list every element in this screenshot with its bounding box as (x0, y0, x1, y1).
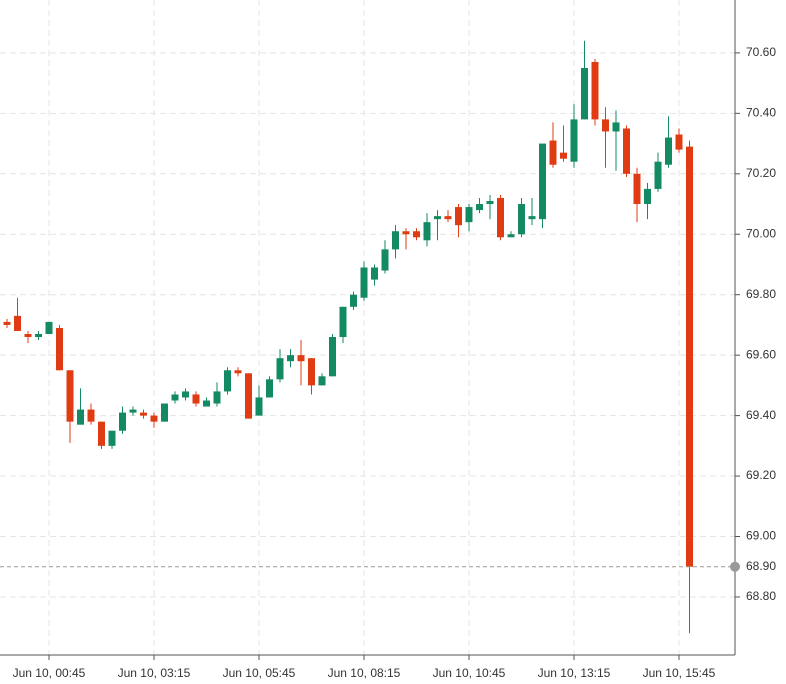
candle-body (98, 421, 105, 446)
x-tick-label: Jun 10, 15:45 (643, 666, 716, 680)
candle-body (213, 391, 221, 404)
candle-body (56, 327, 63, 371)
candle-body (87, 409, 95, 422)
candle-body (150, 415, 158, 422)
candle-body (444, 216, 452, 220)
candle-body (371, 267, 378, 280)
candle-body (675, 134, 683, 150)
candle-body (360, 267, 368, 298)
candle-body (14, 315, 21, 331)
candle-body (318, 376, 326, 386)
candle-body (129, 409, 137, 413)
y-tick-label: 68.80 (746, 589, 776, 603)
candle-body (455, 207, 462, 226)
candle-body (654, 161, 662, 189)
candle-body (35, 333, 42, 338)
candle-body (66, 370, 74, 422)
candle-body (423, 222, 431, 241)
y-tick-label: 69.60 (746, 347, 776, 361)
candle-body (234, 370, 242, 374)
candle-body (581, 68, 588, 120)
candle-body (402, 231, 410, 235)
candle-body (192, 394, 200, 404)
candle-body (255, 397, 263, 416)
y-tick-label: 70.40 (746, 106, 776, 120)
y-tick-label: 69.40 (746, 408, 776, 422)
candle-body (623, 128, 630, 174)
y-tick-label: 69.00 (746, 529, 776, 543)
candle-body (539, 143, 546, 220)
candle-body (633, 173, 641, 205)
last-price-label: 68.90 (746, 559, 776, 573)
candle-body (507, 234, 515, 238)
candle-body (3, 321, 11, 325)
candle-body (497, 197, 504, 238)
candle-body (276, 358, 284, 380)
x-tick-label: Jun 10, 10:45 (433, 666, 506, 680)
y-tick-label: 69.20 (746, 468, 776, 482)
candle-body (45, 321, 53, 334)
x-tick-label: Jun 10, 13:15 (538, 666, 611, 680)
y-tick-label: 70.60 (746, 45, 776, 59)
candle-body (570, 119, 578, 162)
candle-body (24, 333, 32, 338)
x-tick-label: Jun 10, 05:45 (223, 666, 296, 680)
candle-body (602, 119, 609, 132)
candle-body (350, 294, 357, 307)
x-tick-label: Jun 10, 03:15 (118, 666, 191, 680)
candle-body (612, 122, 620, 132)
candle-body (339, 306, 347, 338)
candle-body (518, 204, 525, 235)
candle-body (476, 204, 483, 211)
y-tick-label: 69.80 (746, 287, 776, 301)
candle-body (182, 391, 189, 398)
candle-body (434, 216, 441, 220)
candle-body (392, 231, 399, 250)
candle-body (644, 188, 651, 205)
candle-body (528, 216, 536, 220)
candle-body (413, 231, 420, 238)
candle-body (171, 394, 179, 401)
candle-body (224, 370, 231, 392)
candle-body (161, 403, 168, 422)
x-tick-label: Jun 10, 00:45 (13, 666, 86, 680)
candle-body (245, 373, 252, 419)
candle-body (591, 61, 599, 120)
x-tick-label: Jun 10, 08:15 (328, 666, 401, 680)
candle-body (465, 207, 473, 223)
candle-body (486, 201, 494, 205)
y-tick-label: 70.20 (746, 166, 776, 180)
candle-body (140, 412, 147, 416)
candle-body (549, 140, 557, 165)
candle-body (665, 137, 672, 165)
candle-body (77, 409, 84, 425)
candle-body (203, 400, 210, 407)
last-price-dot (730, 561, 740, 572)
candle-body (381, 249, 389, 271)
candle-body (686, 146, 693, 567)
candle-body (308, 358, 315, 386)
candle-body (287, 355, 294, 362)
candle-body (329, 337, 336, 377)
candle-body (266, 379, 273, 398)
candle-body (119, 412, 126, 431)
candle-body (297, 355, 305, 362)
y-tick-label: 70.00 (746, 226, 776, 240)
candle-body (108, 430, 116, 446)
candle-body (560, 152, 567, 159)
